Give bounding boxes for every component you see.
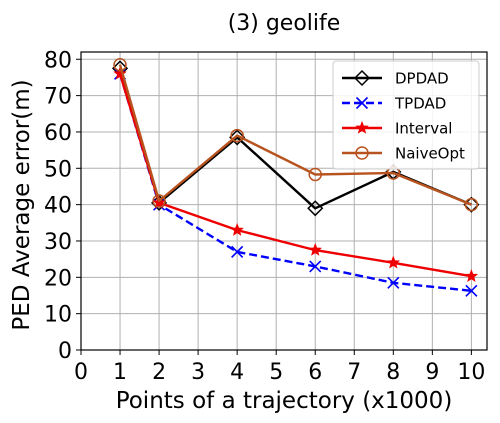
x-tick-label: 0 — [74, 360, 88, 385]
x-tick-label: 5 — [269, 360, 283, 385]
data-point-dpdad — [229, 129, 246, 146]
legend-marker-interval — [355, 120, 369, 134]
data-point-naiveopt — [230, 128, 244, 143]
y-tick-label: 10 — [44, 303, 72, 328]
data-point-tpdad — [465, 284, 478, 297]
chart-title: (3) geolife — [228, 11, 341, 36]
y-axis-label: PED Average error(m) — [9, 79, 35, 330]
legend-label-tpdad: TPDAD — [394, 95, 446, 113]
legend-marker-tpdad — [355, 96, 369, 110]
data-point-interval — [113, 66, 127, 80]
y-tick-label: 40 — [44, 194, 72, 219]
data-point-interval — [230, 222, 244, 236]
legend-marker-naiveopt — [355, 146, 369, 160]
legend-item-tpdad: TPDAD — [342, 95, 446, 113]
data-point-naiveopt — [464, 197, 479, 212]
series-layer — [111, 57, 480, 297]
legend-item-naiveopt: NaiveOpt — [342, 145, 465, 163]
y-tick-label: 20 — [44, 266, 72, 291]
x-tick-label: 7 — [347, 360, 361, 385]
legend-item-dpdad: DPDAD — [342, 70, 449, 88]
data-point-interval — [464, 269, 479, 282]
data-point-naiveopt — [113, 57, 127, 72]
x-tick-label: 1 — [113, 360, 127, 385]
data-point-dpdad — [307, 200, 324, 217]
x-tick-label: 6 — [308, 360, 322, 385]
y-tick-label: 60 — [44, 121, 72, 146]
legend-label-dpdad: DPDAD — [395, 70, 449, 88]
y-tick-label: 0 — [58, 339, 72, 364]
data-point-tpdad — [387, 276, 400, 289]
y-tick-label: 70 — [44, 85, 72, 110]
y-tick-label: 30 — [44, 230, 72, 255]
legend-label-interval: Interval — [395, 120, 452, 138]
plot-frame — [80, 51, 488, 351]
y-tick-label: 80 — [44, 48, 72, 73]
data-point-interval — [152, 195, 166, 209]
data-point-naiveopt — [152, 194, 166, 208]
legend-marker-dpdad — [353, 69, 371, 87]
data-point-tpdad — [231, 245, 244, 258]
x-tick-label: 10 — [457, 360, 485, 385]
legend-label-naiveopt: NaiveOpt — [395, 145, 465, 163]
data-point-interval — [308, 242, 322, 256]
y-tick-label: 50 — [44, 157, 72, 182]
legend-item-interval: Interval — [342, 120, 452, 138]
x-tick-label: 4 — [230, 360, 244, 385]
series-line-naiveopt — [118, 64, 472, 206]
data-point-tpdad — [309, 260, 322, 273]
data-point-naiveopt — [308, 167, 322, 182]
data-point-interval — [386, 255, 401, 269]
legend-box — [332, 60, 480, 170]
x-tick-label: 3 — [191, 360, 205, 385]
x-tick-label: 9 — [425, 360, 439, 385]
x-tick-label: 2 — [152, 360, 166, 385]
legend: DPDAD TPDAD Interval NaiveOpt — [332, 60, 480, 170]
x-tick-label: 8 — [386, 360, 400, 385]
x-axis-label: Points of a trajectory (x1000) — [116, 388, 453, 414]
